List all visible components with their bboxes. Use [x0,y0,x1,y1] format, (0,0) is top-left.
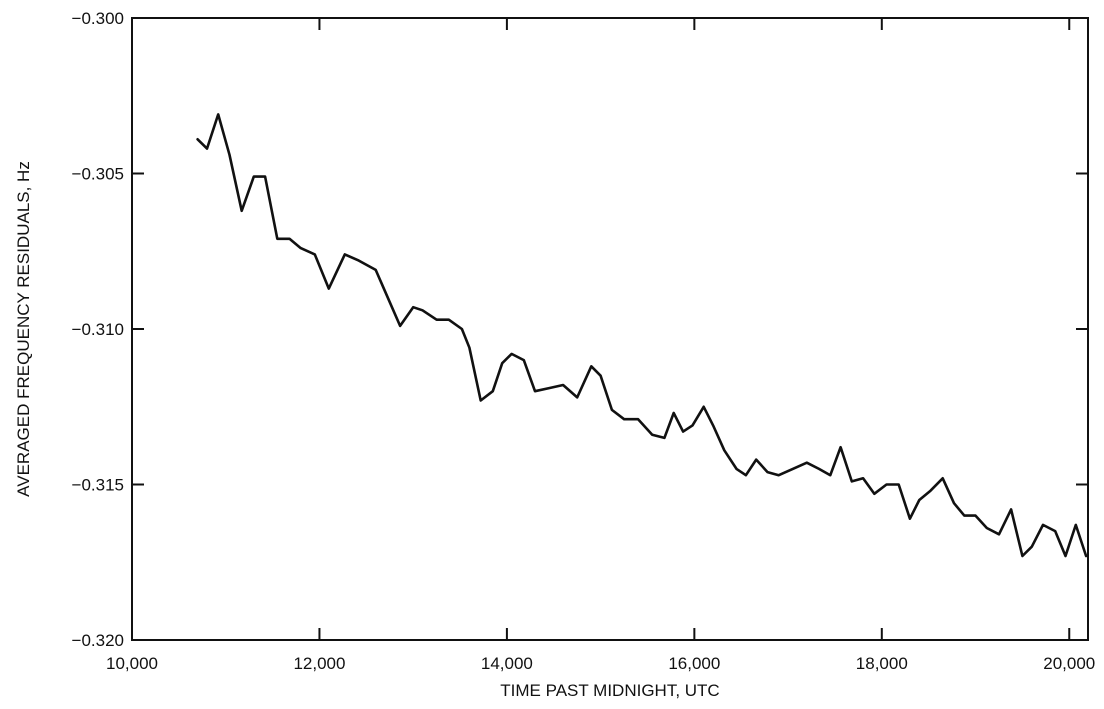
series-line [196,113,1088,558]
y-tick-label: −0.320 [72,631,124,650]
y-tick-label: −0.300 [72,9,124,28]
y-tick-label: −0.305 [72,165,124,184]
x-axis-title: TIME PAST MIDNIGHT, UTC [500,681,719,700]
x-tick-label: 14,000 [481,654,533,673]
x-tick-label: 16,000 [668,654,720,673]
x-tick-label: 18,000 [856,654,908,673]
x-tick-label: 20,000 [1043,654,1095,673]
x-axis-tick-labels: 10,000 12,000 14,000 16,000 18,000 20,000 [106,654,1095,673]
y-axis-tick-labels: −0.300 −0.305 −0.310 −0.315 −0.320 [72,9,124,650]
y-axis-title: AVERAGED FREQUENCY RESIDUALS, Hz [14,161,33,497]
y-axis-ticks [132,17,1088,641]
y-tick-label: −0.310 [72,320,124,339]
x-tick-label: 12,000 [293,654,345,673]
x-tick-label: 10,000 [106,654,158,673]
y-tick-label: −0.315 [72,476,124,495]
x-axis-ticks [131,18,1071,640]
plot-area-frame [131,17,1089,641]
